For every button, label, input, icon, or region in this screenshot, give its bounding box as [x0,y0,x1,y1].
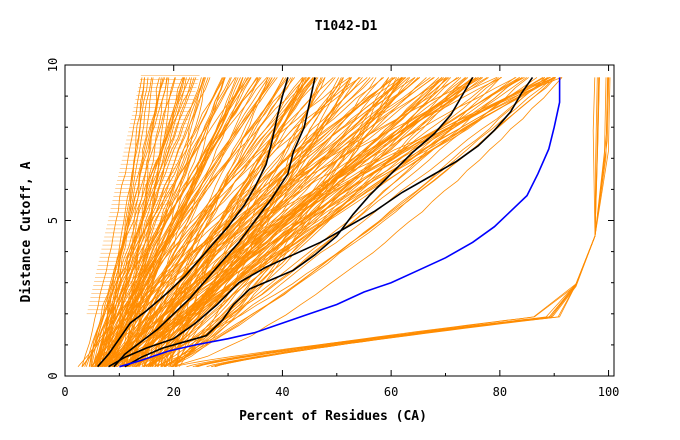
bundle-line [143,77,447,368]
bundle-line [109,77,361,367]
y-axis-label: Distance Cutoff, A [19,161,34,302]
bundle-line [122,77,209,367]
series-line-3 [124,76,474,368]
x-tick-label: 60 [384,385,398,399]
bundle-line [157,77,548,367]
x-axis-label: Percent of Residues (CA) [239,409,427,424]
bundle-line [136,77,489,367]
bundle-line [211,77,599,368]
axes: 0 20 40 60 80 100 0 5 10 [46,58,619,399]
bundle-line [90,77,195,367]
bundle-line [95,77,307,367]
bundle-line [121,77,310,367]
x-tick-label: 40 [275,385,289,399]
x-tick-label: 100 [598,385,620,399]
series-line-4 [108,76,534,368]
bundle-line [100,77,448,368]
bundle-line [108,77,350,367]
bundle-line [120,77,554,367]
bundle-line [100,77,168,367]
series-line-2 [113,77,316,368]
bundle-line [112,77,393,367]
bundle-line [143,77,447,367]
bundle-line [109,77,545,367]
bundle-line [151,77,309,367]
x-tick-label: 80 [493,385,507,399]
bundle-line [178,77,467,367]
bundle-line [91,77,164,367]
y-tick-label: 10 [46,58,60,72]
bundle-line [105,77,241,367]
bundle-line [147,77,477,367]
bundle-line [170,77,397,368]
series-line-5 [119,77,561,368]
bundle-line [85,77,206,367]
x-tick-label: 20 [166,385,180,399]
bundle-line [121,77,557,368]
bundle-line [81,77,143,367]
bundle-line [95,77,261,367]
series-line-1 [96,77,289,368]
bundle-line [142,77,479,367]
bundle-line [97,77,192,367]
bundle-line [174,77,443,367]
bundle-line [172,77,563,368]
bundle-line [112,77,407,367]
bundle-line [99,77,236,367]
chart-title: T1042-D1 [315,19,378,34]
bundle-line [115,77,409,367]
y-tick-label: 0 [46,372,60,379]
bundle-line [98,77,191,367]
series-lines [96,76,561,368]
bundle-line [142,77,351,368]
bundle-line [97,77,166,367]
bundle-line [98,77,226,367]
bundle-line [117,77,419,367]
bundle-line [113,77,400,368]
bundle-line [102,77,259,367]
bundle-line [104,77,416,367]
bundle-line [165,77,482,367]
bundle-line [144,77,352,367]
bundle-line [104,77,145,367]
bundle-line [192,77,609,368]
bundle-line [81,77,202,367]
bundle-line [149,77,440,367]
y-tick-label: 5 [46,217,60,224]
bundle-line [106,77,259,367]
bundle-line [135,77,523,367]
bundle-line [161,77,554,368]
x-tick-label: 0 [61,385,68,399]
bundle-line [197,77,596,368]
bundle-line [91,77,273,367]
bundle-line [138,77,420,367]
bundle-line [173,77,451,368]
